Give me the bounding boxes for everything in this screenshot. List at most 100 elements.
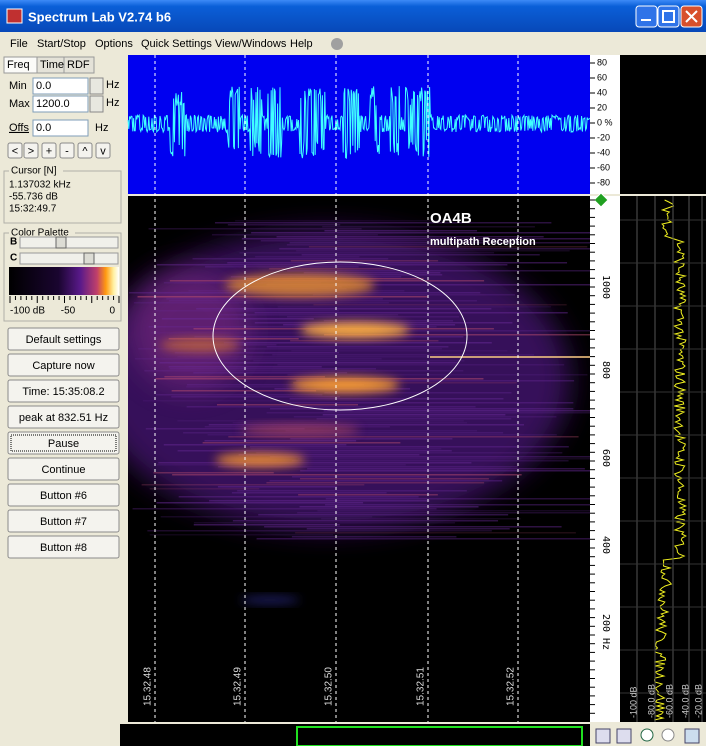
app-icon <box>7 9 22 23</box>
streak <box>250 446 569 448</box>
tab-label: Time <box>40 59 64 71</box>
spectrum-label: -60.0 dB <box>664 684 674 718</box>
streak <box>157 264 508 266</box>
action-button-label: Pause <box>48 438 79 450</box>
slider[interactable] <box>20 237 118 248</box>
zoom-out-button[interactable] <box>662 729 674 741</box>
palette-scale-label: 0 <box>109 306 115 317</box>
field-unit: Hz <box>106 97 119 109</box>
streak <box>258 514 508 516</box>
spin-button[interactable] <box>90 78 103 94</box>
scope-scale-label: -20 <box>597 132 610 142</box>
streak <box>164 444 347 446</box>
freq-label: 600 <box>600 449 611 467</box>
cursor-title: Cursor [N] <box>11 166 57 177</box>
streak <box>220 314 398 316</box>
field-label: Min <box>9 80 27 92</box>
scope-scale-label: -80 <box>597 177 610 187</box>
streak <box>287 244 438 246</box>
streak <box>257 538 600 540</box>
menu-item[interactable]: Start/Stop <box>37 38 86 50</box>
streak <box>178 450 452 452</box>
streak <box>157 502 364 504</box>
streak <box>217 404 358 406</box>
streak <box>304 272 441 274</box>
action-button-label: peak at 832.51 Hz <box>19 412 108 424</box>
streak <box>292 476 426 478</box>
streak <box>172 474 522 476</box>
streak <box>194 522 455 524</box>
status-indicator <box>331 38 343 50</box>
streak <box>227 262 567 264</box>
streak <box>300 470 638 472</box>
streak <box>253 360 464 362</box>
nav-button-label: < <box>12 145 18 157</box>
time-label: 15.32.50 <box>324 667 335 706</box>
streak <box>203 442 401 444</box>
freq-label: 1000 <box>600 275 611 299</box>
scope-scale-label: -40 <box>597 147 610 157</box>
nav-button-label: > <box>28 145 34 157</box>
palette-scale-label: -50 <box>61 306 76 317</box>
streak <box>237 490 467 492</box>
slider-thumb[interactable] <box>56 237 66 248</box>
streak <box>170 368 376 370</box>
time-label: 15.32.52 <box>506 667 517 706</box>
slider-thumb[interactable] <box>84 253 94 264</box>
streak <box>155 310 339 312</box>
scope-scale-label: 60 <box>597 72 607 82</box>
menu-item[interactable]: View/Windows <box>215 38 287 50</box>
menu-item[interactable]: Quick Settings <box>141 38 212 50</box>
streak <box>209 424 524 426</box>
streak <box>272 354 534 356</box>
streak <box>324 230 477 232</box>
streak <box>307 468 585 470</box>
streak <box>267 412 602 414</box>
cursor-readout: 1.137032 kHz <box>9 180 71 191</box>
streak <box>287 270 593 272</box>
time-label: 15.32.48 <box>143 667 154 706</box>
streak <box>150 488 259 490</box>
menu-item[interactable]: Help <box>290 38 313 50</box>
menu-item[interactable]: Options <box>95 38 133 50</box>
settings-button[interactable] <box>685 729 699 743</box>
maximize-button[interactable] <box>658 6 679 27</box>
streak <box>302 254 540 256</box>
streak <box>133 508 437 510</box>
action-button-label: Default settings <box>26 334 102 346</box>
streak <box>235 220 456 222</box>
streak <box>291 350 507 352</box>
scope-scale-label: -60 <box>597 162 610 172</box>
action-button-label: Continue <box>41 464 85 476</box>
streak <box>278 306 551 308</box>
cursor-readout: -55.736 dB <box>9 192 58 203</box>
streak <box>175 352 339 354</box>
scroll-left-button[interactable] <box>596 729 610 743</box>
streak <box>142 484 365 486</box>
tab-label: Freq <box>7 59 30 71</box>
action-button-label: Button #8 <box>40 542 87 554</box>
streak <box>233 422 467 424</box>
spin-button[interactable] <box>90 96 103 112</box>
minimize-button[interactable] <box>636 6 657 27</box>
streak <box>256 452 562 454</box>
spectrum-panel <box>620 196 706 722</box>
streak <box>322 226 535 228</box>
menu-item[interactable]: File <box>10 38 28 50</box>
slider[interactable] <box>20 253 118 264</box>
streak <box>290 402 574 404</box>
cursor-readout: 15:32:49.7 <box>9 204 57 215</box>
streak <box>300 506 479 508</box>
scroll-right-button[interactable] <box>617 729 631 743</box>
streak <box>295 532 576 534</box>
zoom-in-button[interactable] <box>641 729 653 741</box>
streak <box>292 460 569 462</box>
streak <box>144 370 463 372</box>
streak <box>250 448 441 450</box>
streak <box>255 312 568 314</box>
scope-scale-label: 80 <box>597 57 607 67</box>
slider-label: C <box>10 253 17 264</box>
field-value: 1200.0 <box>36 98 70 110</box>
streak <box>267 346 449 348</box>
streak <box>177 420 463 422</box>
